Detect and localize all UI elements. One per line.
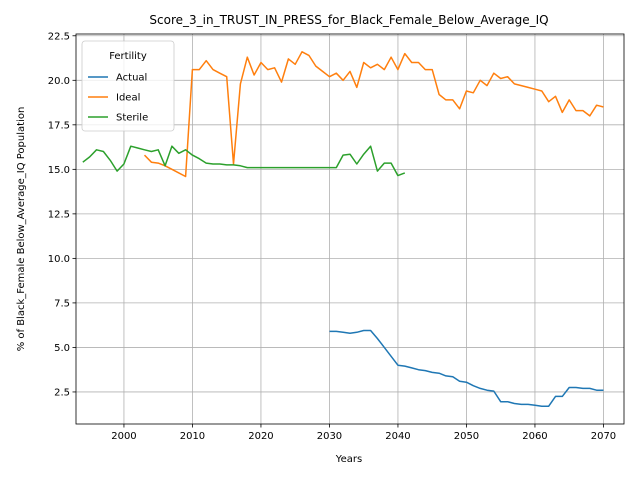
legend: Fertility Actual Ideal Sterile <box>81 40 175 132</box>
y-tick-label: 12.5 <box>48 209 70 220</box>
y-tick-label: 5.0 <box>54 343 70 354</box>
chart-title: Score_3_in_TRUST_IN_PRESS_for_Black_Fema… <box>149 13 548 27</box>
legend-label-actual: Actual <box>116 73 147 84</box>
x-tick-label: 2020 <box>248 431 273 442</box>
x-tick-label: 2060 <box>522 431 547 442</box>
x-axis-ticks: 2000 2010 2020 2030 2040 2050 2060 2070 <box>111 424 616 442</box>
x-tick-label: 2070 <box>591 431 616 442</box>
y-tick-label: 20.0 <box>48 76 70 87</box>
y-tick-label: 10.0 <box>48 254 70 265</box>
series-line-ideal <box>143 51 604 178</box>
plot-frame <box>75 33 625 425</box>
series-line-actual <box>329 329 604 407</box>
x-axis-label: Years <box>335 454 362 465</box>
x-tick-label: 2050 <box>454 431 479 442</box>
legend-label-sterile: Sterile <box>116 113 148 124</box>
legend-box <box>81 40 175 132</box>
y-axis-ticks: 2.5 5.0 7.5 10.0 12.5 15.0 17.5 20.0 22.5 <box>48 31 76 398</box>
x-tick-label: 2010 <box>180 431 205 442</box>
y-axis-label: % of Black_Female Below_Average_IQ Popul… <box>16 107 27 352</box>
y-tick-label: 2.5 <box>54 387 70 398</box>
y-tick-label: 7.5 <box>54 298 70 309</box>
legend-title: Fertility <box>109 51 147 62</box>
y-tick-label: 15.0 <box>48 165 70 176</box>
legend-items: Actual Ideal Sterile <box>88 73 148 124</box>
y-tick-label: 17.5 <box>48 120 70 131</box>
grid-lines <box>76 34 624 424</box>
x-tick-label: 2000 <box>111 431 136 442</box>
x-tick-label: 2030 <box>317 431 342 442</box>
series-layer <box>82 51 604 407</box>
legend-label-ideal: Ideal <box>116 93 140 104</box>
y-tick-label: 22.5 <box>48 31 70 42</box>
series-line-sterile <box>82 145 406 177</box>
x-tick-label: 2040 <box>385 431 410 442</box>
